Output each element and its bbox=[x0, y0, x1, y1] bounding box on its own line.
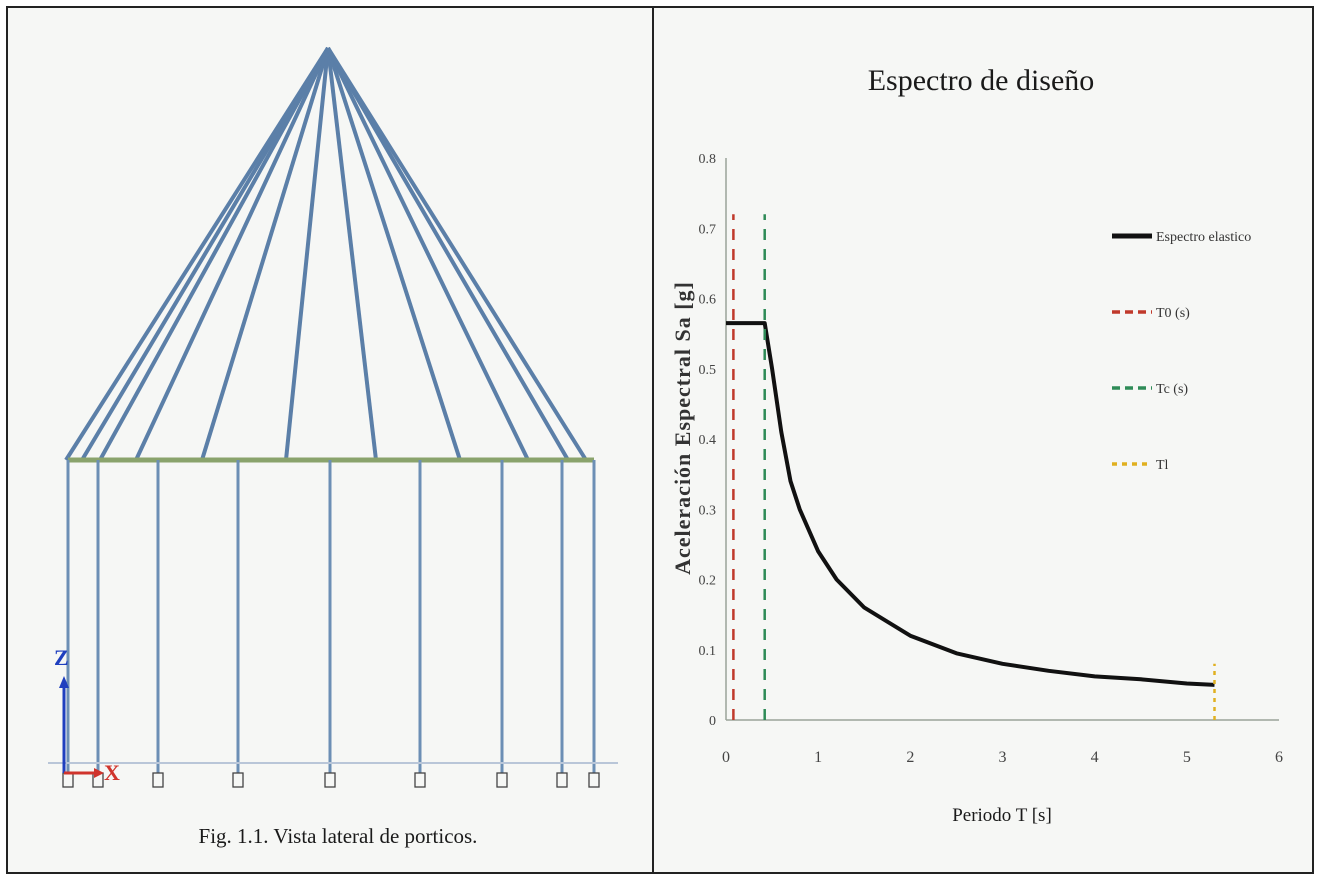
y-tick-label: 0.8 bbox=[699, 152, 717, 167]
x-tick-label: 2 bbox=[906, 749, 914, 766]
columns bbox=[66, 460, 596, 773]
z-axis-arrow-icon bbox=[59, 676, 69, 688]
rafter bbox=[326, 47, 462, 461]
y-tick-label: 0.3 bbox=[699, 503, 717, 518]
series-line-0 bbox=[726, 321, 1215, 687]
figure-frame bbox=[6, 6, 1314, 874]
support-icon bbox=[414, 772, 426, 788]
y-tick-label: 0 bbox=[709, 714, 716, 729]
spectrum-chart-panel: Espectro de diseño 0 0.1 0.2 0.3 0.4 0.5 0.6 0.… bbox=[654, 8, 1314, 872]
x-tick-label: 4 bbox=[1091, 749, 1099, 766]
y-tick-label: 0.4 bbox=[699, 433, 717, 448]
structure-drawing: Z X Fig. 1.1. Vista lateral de porticos. bbox=[48, 46, 618, 848]
y-tick-label: 0.2 bbox=[699, 574, 717, 589]
y-tick-label: 0.1 bbox=[699, 644, 717, 659]
legend-label: Espectro elastico bbox=[1156, 230, 1251, 245]
x-tick-label: 6 bbox=[1275, 749, 1283, 766]
x-tick-labels: 0 1 2 3 4 5 6 bbox=[722, 749, 1283, 766]
spectrum-chart: Espectro de diseño 0 0.1 0.2 0.3 0.4 0.5 0.6 0.… bbox=[670, 64, 1283, 826]
y-tick-labels: 0 0.1 0.2 0.3 0.4 0.5 0.6 0.7 0.8 bbox=[699, 152, 717, 729]
x-axis-title: Periodo T [s] bbox=[952, 805, 1052, 826]
rafter bbox=[98, 47, 330, 461]
rafter bbox=[134, 47, 330, 461]
legend-label: T0 (s) bbox=[1156, 306, 1190, 321]
lateral-view-panel: Z X Fig. 1.1. Vista lateral de porticos. bbox=[8, 8, 652, 872]
rafter bbox=[326, 47, 378, 461]
rafter bbox=[64, 46, 330, 462]
legend-label: Tl bbox=[1156, 458, 1169, 473]
rafter bbox=[80, 46, 330, 462]
supports bbox=[62, 772, 600, 788]
rafter bbox=[200, 47, 330, 461]
x-tick-label: 0 bbox=[722, 749, 730, 766]
support-icon bbox=[556, 772, 568, 788]
support-icon bbox=[496, 772, 508, 788]
x-tick-label: 5 bbox=[1183, 749, 1191, 766]
support-icon bbox=[62, 772, 74, 788]
figure-caption: Fig. 1.1. Vista lateral de porticos. bbox=[199, 824, 478, 848]
roof-rafters bbox=[64, 46, 588, 462]
y-tick-label: 0.5 bbox=[699, 363, 717, 378]
support-icon bbox=[152, 772, 164, 788]
z-axis-label: Z bbox=[54, 645, 69, 670]
rafter bbox=[326, 47, 530, 461]
legend-label: Tc (s) bbox=[1156, 382, 1188, 397]
x-axis-arrow-icon bbox=[94, 768, 104, 778]
chart-legend: Espectro elastico T0 (s) Tc (s) Tl bbox=[1112, 230, 1251, 473]
x-tick-label: 1 bbox=[814, 749, 822, 766]
y-axis-title: Aceleración Espectral Sa [g] bbox=[670, 281, 695, 575]
panel-divider bbox=[652, 6, 654, 874]
support-icon bbox=[232, 772, 244, 788]
y-tick-label: 0.6 bbox=[699, 293, 717, 308]
y-tick-label: 0.7 bbox=[699, 222, 717, 237]
series-layer bbox=[726, 214, 1216, 720]
chart-title: Espectro de diseño bbox=[868, 64, 1095, 97]
support-icon bbox=[588, 772, 600, 788]
x-axis-label: X bbox=[104, 760, 120, 785]
rafter bbox=[284, 47, 330, 461]
rafter bbox=[326, 46, 588, 462]
support-icon bbox=[324, 772, 336, 788]
rafter bbox=[326, 46, 570, 462]
x-tick-label: 3 bbox=[999, 749, 1007, 766]
